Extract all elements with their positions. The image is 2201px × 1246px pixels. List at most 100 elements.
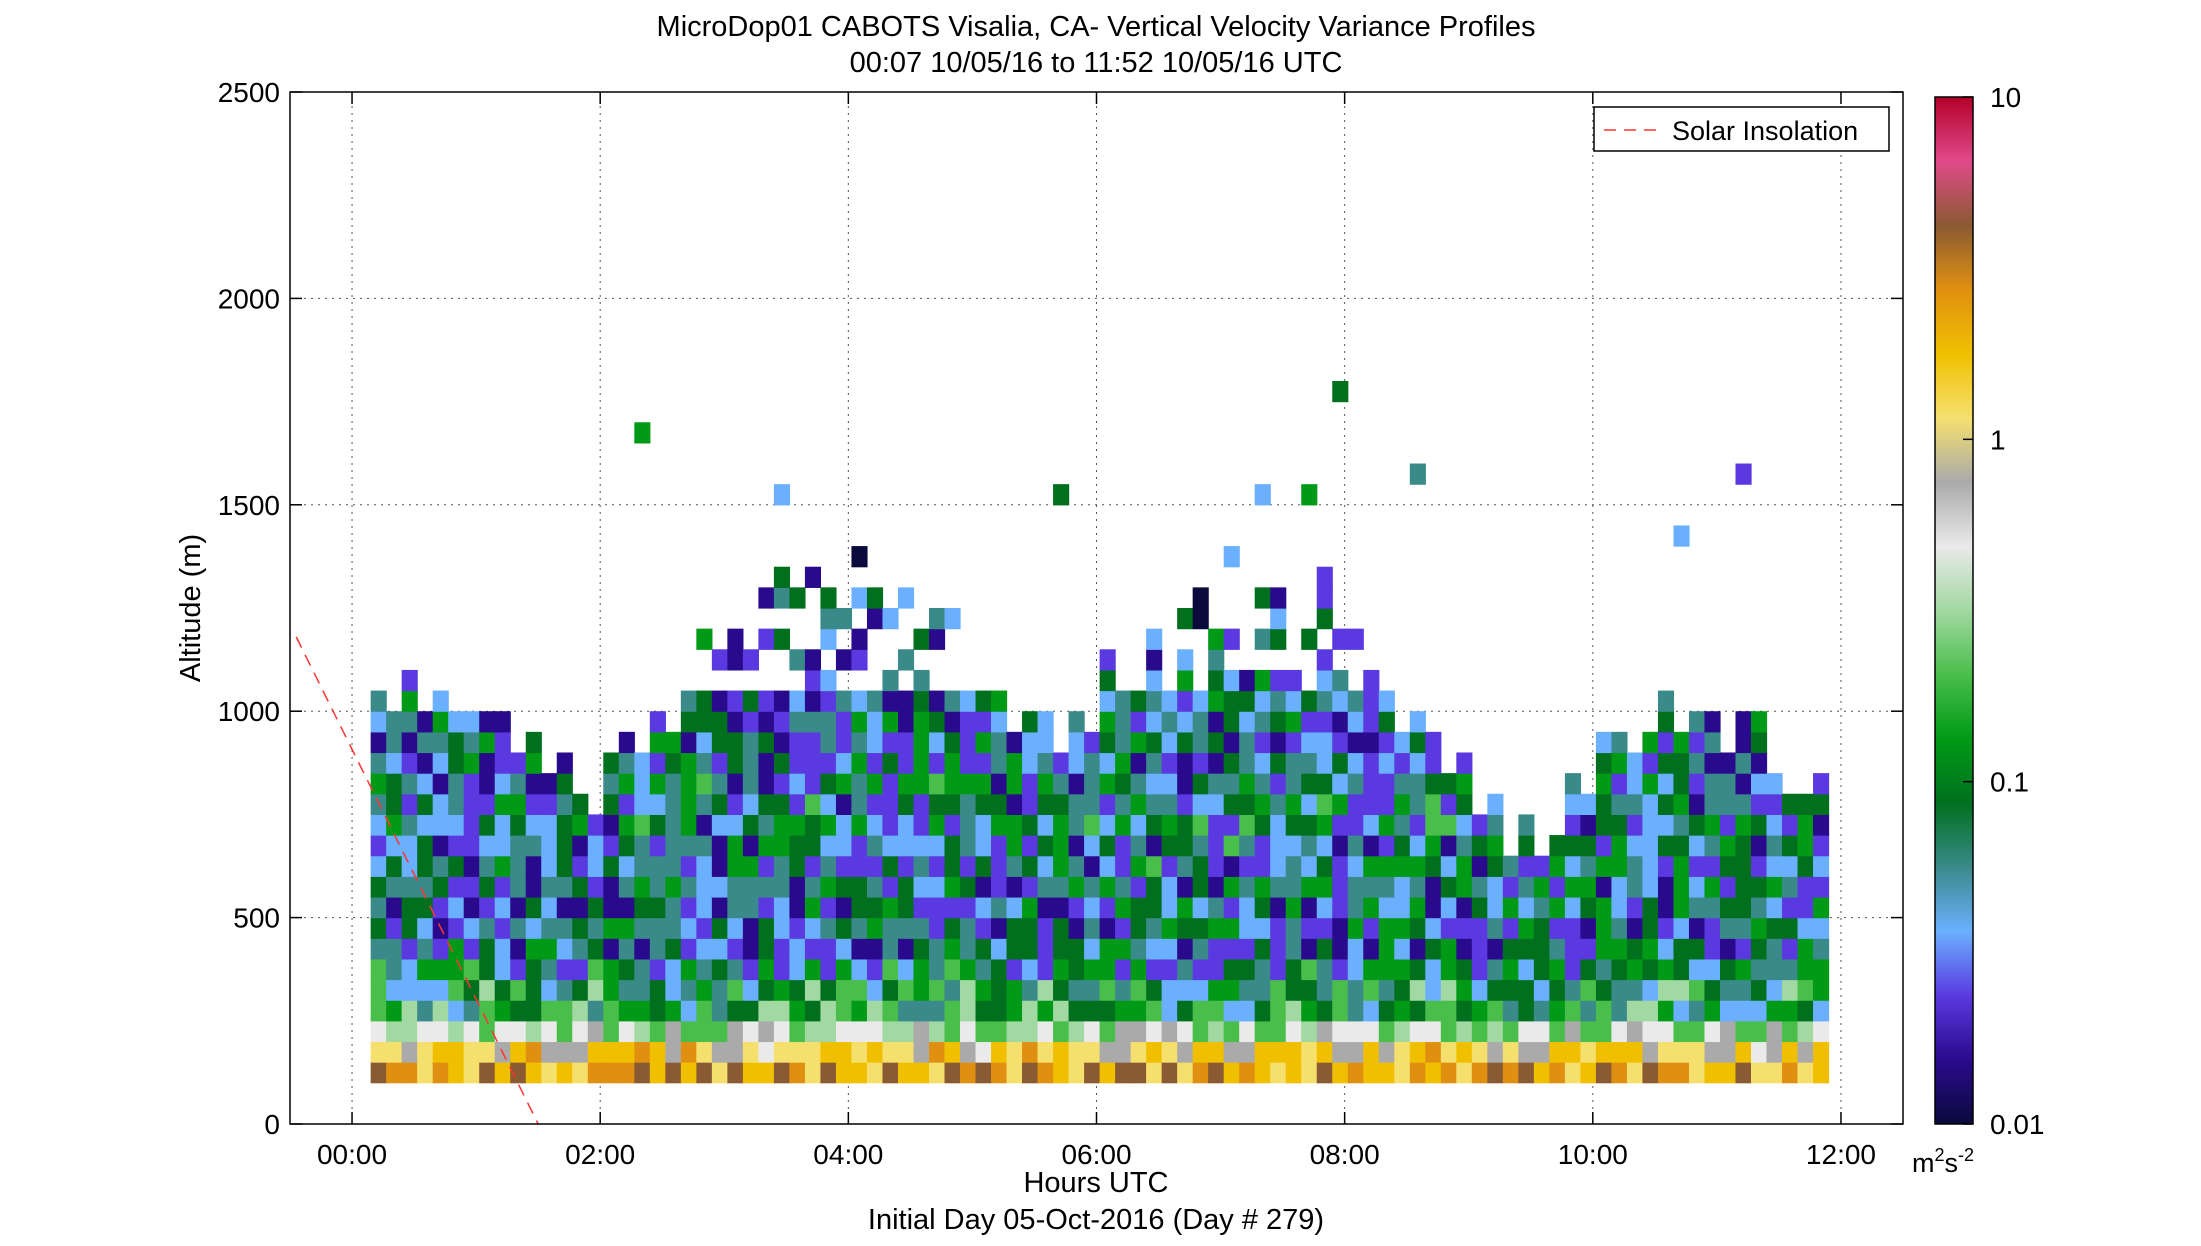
heatmap-cell: [1006, 979, 1023, 1001]
heatmap-cell: [1813, 896, 1830, 919]
heatmap-cell: [541, 773, 558, 795]
heatmap-cell: [1270, 711, 1287, 733]
heatmap-cell: [1146, 876, 1163, 898]
heatmap-cell: [1332, 1000, 1349, 1022]
heatmap-cell: [1657, 1000, 1675, 1022]
heatmap-cell: [1378, 814, 1395, 836]
heatmap-cell: [1146, 690, 1163, 712]
heatmap-cell: [432, 1062, 449, 1084]
heatmap-cell: [1347, 793, 1364, 815]
heatmap-cell: [835, 958, 853, 981]
heatmap-cell: [1208, 731, 1225, 754]
heatmap-cell: [866, 587, 884, 609]
heatmap-cell: [727, 793, 744, 815]
heatmap-cell: [1192, 752, 1209, 774]
heatmap-cell: [1285, 979, 1302, 1001]
heatmap-cell: [494, 793, 511, 815]
heatmap-cell: [975, 1041, 992, 1063]
heatmap-cell: [1580, 938, 1597, 960]
heatmap-cell: [1611, 793, 1628, 815]
heatmap-cell: [1394, 1062, 1411, 1084]
heatmap-cell: [1099, 938, 1116, 960]
heatmap-cell: [1735, 896, 1752, 919]
heatmap-cell: [742, 876, 759, 898]
heatmap-cell: [1797, 1000, 1814, 1022]
heatmap-cell: [432, 1041, 449, 1063]
heatmap-cell: [587, 958, 604, 981]
heatmap-cell: [897, 793, 915, 815]
heatmap-cell: [1146, 917, 1163, 939]
heatmap-cell: [1254, 690, 1271, 712]
heatmap-cell: [835, 855, 853, 877]
heatmap-cell: [1161, 752, 1178, 774]
heatmap-cell: [851, 546, 868, 568]
heatmap-cell: [1270, 876, 1287, 898]
heatmap-cell: [975, 855, 992, 877]
heatmap-cell: [1378, 1041, 1395, 1063]
heatmap-cell: [742, 711, 759, 733]
heatmap-cell: [463, 835, 480, 857]
heatmap-cell: [1657, 896, 1675, 919]
heatmap-cell: [432, 835, 449, 857]
heatmap-cell: [975, 690, 992, 712]
heatmap-cell: [1177, 649, 1194, 671]
heatmap-cell: [1316, 896, 1333, 919]
heatmap-cell: [1502, 958, 1519, 981]
heatmap-cell: [1751, 793, 1768, 815]
heatmap-cell: [960, 793, 977, 815]
heatmap-cell: [1301, 690, 1318, 712]
heatmap-cell: [401, 1020, 418, 1043]
heatmap-cell: [789, 855, 806, 877]
heatmap-cell: [401, 958, 418, 981]
heatmap-cell: [835, 773, 853, 795]
heatmap-cell: [432, 958, 449, 981]
heatmap-cell: [1115, 979, 1132, 1001]
heatmap-cell: [572, 979, 589, 1001]
heatmap-cell: [1316, 855, 1333, 877]
heatmap-cell: [1719, 855, 1737, 877]
heatmap-cell: [1285, 669, 1302, 692]
heatmap-cell: [1456, 752, 1473, 774]
heatmap-cell: [1595, 876, 1613, 898]
heatmap-cell: [370, 896, 387, 919]
heatmap-cell: [417, 814, 434, 836]
heatmap-cell: [882, 958, 899, 981]
heatmap-cell: [773, 814, 791, 836]
heatmap-cell: [1254, 1020, 1271, 1043]
heatmap-cell: [1301, 938, 1318, 960]
heatmap-cell: [1146, 628, 1163, 650]
heatmap-cell: [1502, 896, 1519, 919]
heatmap-cell: [1146, 752, 1163, 774]
heatmap-cell: [820, 938, 837, 960]
heatmap-cell: [494, 855, 511, 877]
heatmap-cell: [913, 773, 930, 795]
heatmap-cell: [1347, 938, 1364, 960]
heatmap-cell: [1254, 587, 1271, 609]
heatmap-cell: [665, 979, 682, 1001]
heatmap-cell: [510, 917, 527, 939]
heatmap-cell: [386, 1020, 403, 1043]
heatmap-cell: [1254, 958, 1271, 981]
heatmap-cell: [851, 896, 868, 919]
heatmap-cell: [1611, 773, 1628, 795]
heatmap-cell: [401, 814, 418, 836]
heatmap-cell: [634, 896, 651, 919]
heatmap-cell: [1068, 835, 1085, 857]
heatmap-cell: [680, 773, 697, 795]
heatmap-cell: [1797, 855, 1814, 877]
heatmap-cell: [432, 1000, 449, 1022]
heatmap-cell: [1006, 752, 1023, 774]
heatmap-cell: [1347, 896, 1364, 919]
heatmap-cell: [1688, 896, 1706, 919]
heatmap-cell: [1347, 731, 1364, 754]
heatmap-cell: [1642, 958, 1659, 981]
heatmap-cell: [665, 835, 682, 857]
heatmap-cell: [1316, 690, 1333, 712]
heatmap-cell: [494, 979, 511, 1001]
heatmap-cell: [928, 917, 946, 939]
heatmap-cell: [1642, 876, 1659, 898]
heatmap-cell: [835, 793, 853, 815]
heatmap-cell: [820, 958, 837, 981]
heatmap-cell: [897, 752, 915, 774]
heatmap-cell: [1161, 1020, 1178, 1043]
